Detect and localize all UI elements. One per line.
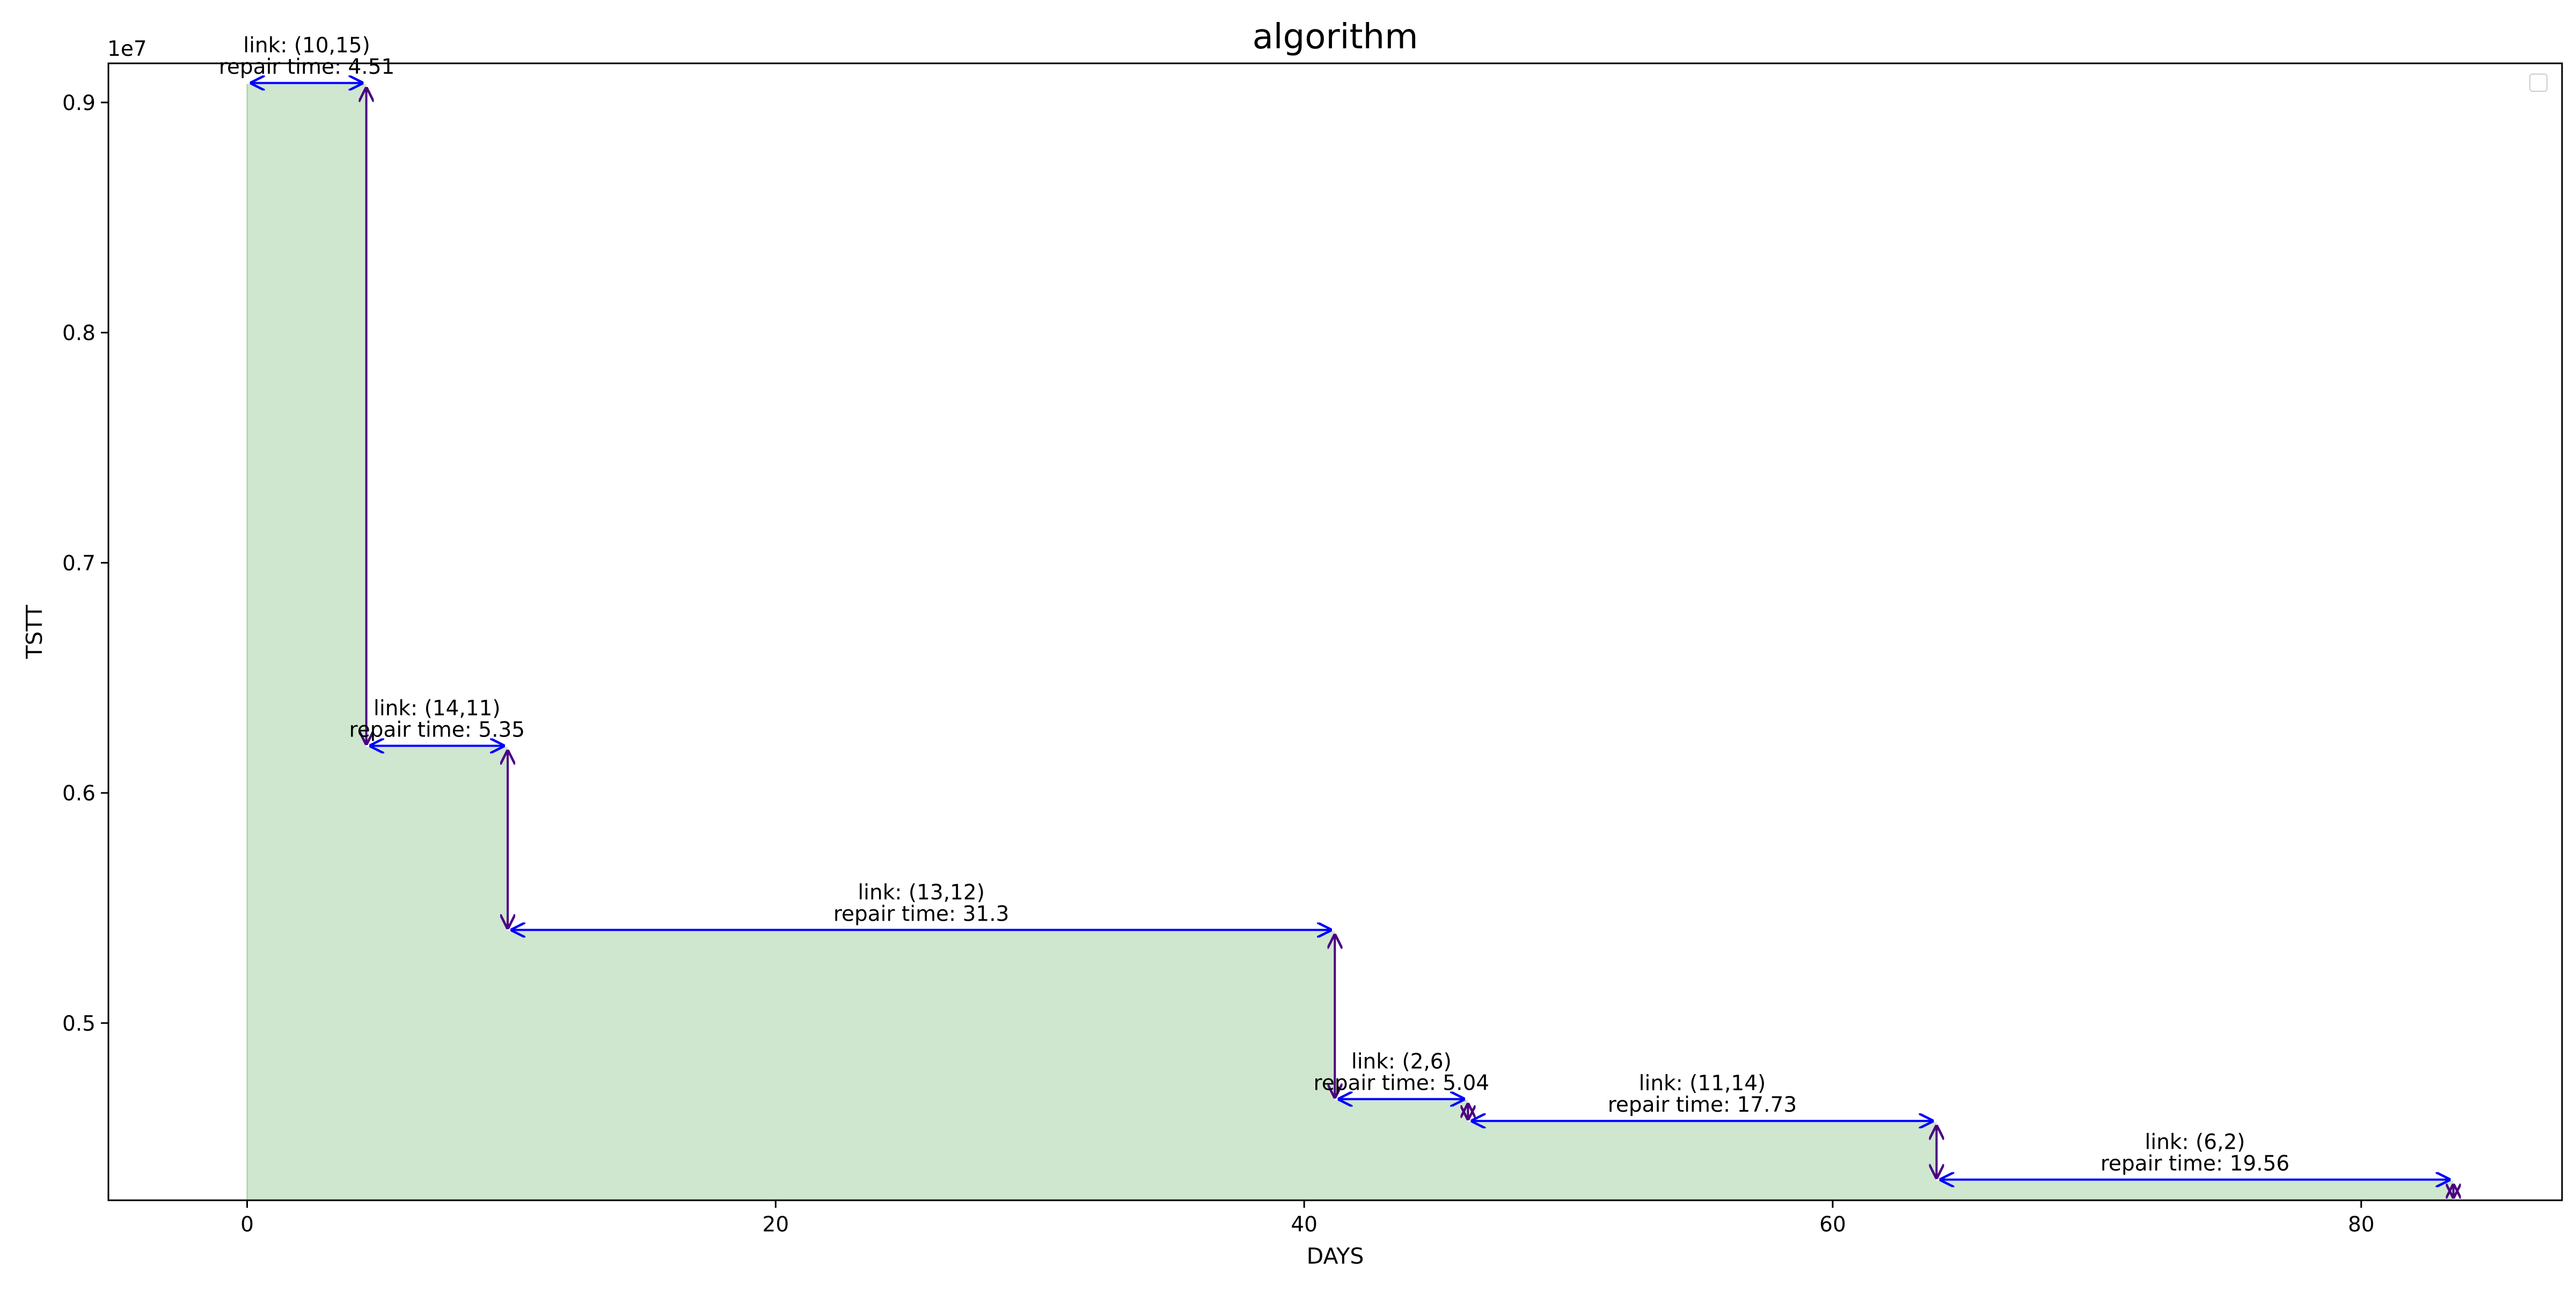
y-tick-label: 0.5 [62, 1012, 96, 1036]
y-ticks: 0.5 0.6 0.7 0.8 0.9 [62, 91, 108, 1036]
legend-box [2529, 74, 2548, 92]
arrow-layer [252, 83, 2449, 1180]
repair-link-label: link: (2,6) [1351, 1049, 1452, 1074]
repair-time-label: repair time: 4.51 [219, 55, 395, 79]
x-tick-label: 80 [2348, 1213, 2375, 1237]
repair-time-label: repair time: 5.35 [349, 718, 525, 742]
x-tick-label: 60 [1819, 1213, 1846, 1237]
x-ticks: 0 20 40 60 80 [240, 1200, 2375, 1237]
annotation-layer: link: (10,15)repair time: 4.51 link: (14,… [219, 34, 2289, 1176]
repair-time-label: repair time: 5.04 [1314, 1071, 1490, 1095]
y-offset-label: 1e7 [107, 37, 147, 61]
y-tick-label: 0.7 [62, 551, 96, 575]
x-tick-label: 20 [763, 1213, 789, 1237]
axes-frame [107, 62, 2563, 1201]
x-tick-label: 40 [1291, 1213, 1318, 1237]
repair-link-label: link: (6,2) [2145, 1130, 2245, 1155]
repair-time-label: repair time: 19.56 [2101, 1152, 2289, 1176]
y-axis-label: TSTT [21, 604, 47, 659]
x-tick-label: 0 [240, 1213, 254, 1237]
repair-link-label: link: (13,12) [858, 880, 985, 905]
x-axis-label: DAYS [1307, 1243, 1364, 1269]
y-tick-label: 0.9 [62, 91, 96, 115]
repair-link-label: link: (10,15) [243, 34, 370, 58]
drop-layer [367, 89, 2454, 1197]
step-fill-area [247, 84, 2454, 1200]
repair-link-label: link: (14,11) [374, 696, 501, 720]
repair-link-label: link: (11,14) [1639, 1071, 1766, 1096]
repair-time-label: repair time: 17.73 [1608, 1093, 1797, 1117]
y-tick-label: 0.8 [62, 322, 96, 346]
repair-time-label: repair time: 31.3 [833, 902, 1009, 926]
y-tick-label: 0.6 [62, 782, 96, 806]
chart-title: algorithm [1253, 17, 1418, 57]
fill-layer [246, 84, 2454, 1200]
